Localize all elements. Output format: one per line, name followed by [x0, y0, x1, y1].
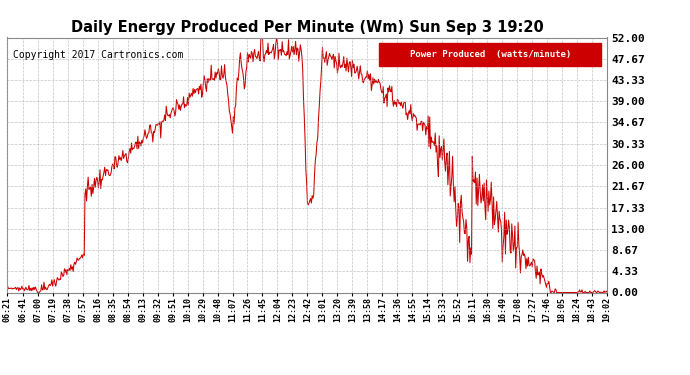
FancyBboxPatch shape [379, 43, 601, 66]
Text: Power Produced  (watts/minute): Power Produced (watts/minute) [410, 50, 571, 58]
Title: Daily Energy Produced Per Minute (Wm) Sun Sep 3 19:20: Daily Energy Produced Per Minute (Wm) Su… [70, 20, 544, 35]
Text: Copyright 2017 Cartronics.com: Copyright 2017 Cartronics.com [13, 50, 184, 60]
